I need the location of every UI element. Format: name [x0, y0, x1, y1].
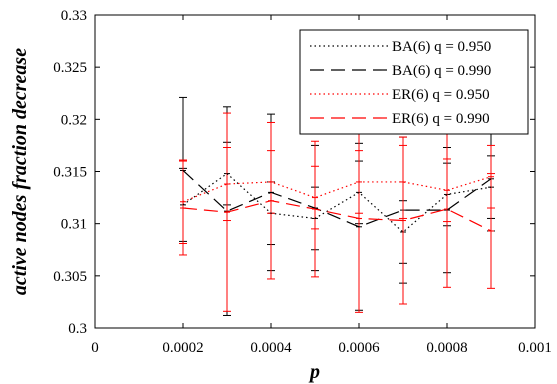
y-tick-label: 0.315	[53, 165, 87, 181]
series-line	[182, 176, 492, 203]
x-tick-label: 0	[91, 340, 99, 356]
legend: BA(6) q = 0.950 BA(6) q = 0.990 ER(6) q = …	[299, 29, 529, 135]
legend-label: BA(6) q = 0.950	[392, 39, 491, 55]
y-tick-label: 0.33	[61, 8, 87, 24]
series-line	[182, 170, 492, 228]
legend-label: ER(6) q = 0.990	[392, 111, 490, 127]
series-lines	[182, 170, 492, 233]
y-axis-ticks: 0.3 0.305 0.31 0.315 0.32 0.325 0.33	[53, 8, 535, 337]
series-line	[182, 200, 492, 232]
x-tick-label: 0.0006	[338, 340, 380, 356]
y-tick-label: 0.32	[61, 112, 87, 128]
x-axis-title: p	[308, 361, 320, 383]
legend-box	[299, 29, 529, 135]
y-tick-label: 0.325	[53, 60, 87, 76]
y-tick-label: 0.31	[61, 217, 87, 233]
y-tick-label: 0.305	[53, 269, 87, 285]
legend-label: ER(6) q = 0.950	[392, 87, 490, 103]
x-tick-label: 0.001	[518, 340, 552, 356]
y-tick-label: 0.3	[68, 321, 87, 337]
x-axis-ticks: 0 0.0002 0.0004 0.0006 0.0008 0.001	[91, 15, 552, 356]
legend-label: BA(6) q = 0.990	[392, 63, 491, 79]
series-line	[182, 172, 492, 233]
x-tick-label: 0.0004	[250, 340, 292, 356]
x-tick-label: 0.0002	[162, 340, 203, 356]
y-axis-title: active nodes fraction decrease	[9, 48, 31, 295]
x-tick-label: 0.0008	[426, 340, 467, 356]
